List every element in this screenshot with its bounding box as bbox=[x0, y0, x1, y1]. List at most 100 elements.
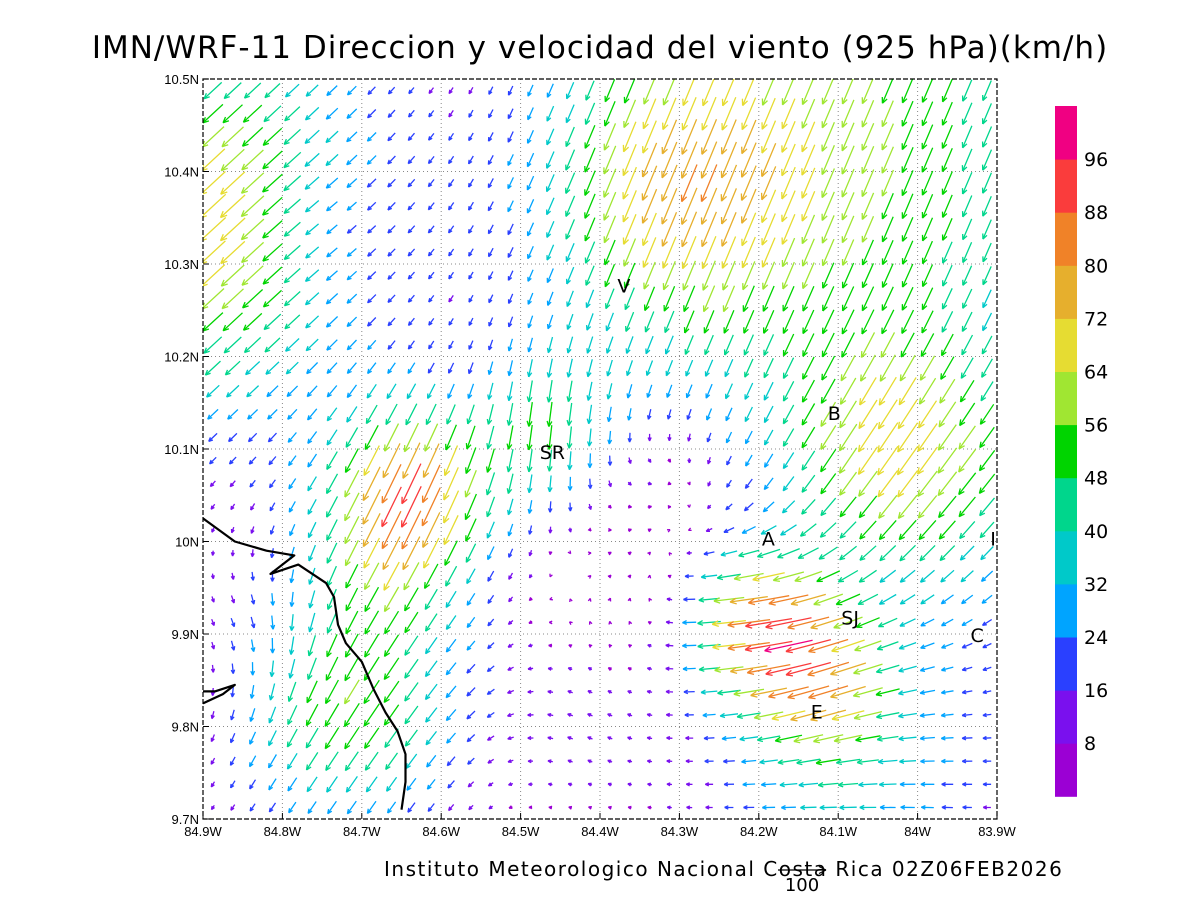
wind-vector bbox=[958, 448, 977, 473]
wind-vector bbox=[427, 362, 435, 374]
wind-vector bbox=[404, 729, 418, 747]
wind-vector bbox=[284, 314, 301, 330]
wind-vector bbox=[325, 293, 339, 305]
wind-vector bbox=[425, 403, 437, 426]
wind-vector bbox=[919, 735, 935, 741]
wind-vector bbox=[307, 635, 317, 657]
wind-vector bbox=[686, 805, 693, 810]
wind-vector bbox=[447, 780, 455, 789]
wind-vector bbox=[443, 515, 459, 546]
wind-vector bbox=[446, 404, 456, 425]
wind-vector bbox=[899, 781, 916, 787]
wind-vector bbox=[745, 454, 753, 467]
wind-vector bbox=[801, 191, 816, 222]
place-label: SJ bbox=[841, 607, 859, 629]
wind-vector bbox=[646, 384, 653, 399]
wind-vector bbox=[283, 128, 301, 146]
wind-vector bbox=[681, 97, 697, 131]
wind-vector bbox=[203, 240, 226, 264]
wind-vector bbox=[706, 408, 713, 421]
wind-vector bbox=[744, 478, 753, 489]
wind-vector bbox=[407, 271, 415, 280]
wind-vector bbox=[782, 428, 795, 447]
wind-vector bbox=[210, 503, 216, 510]
wind-vector bbox=[714, 666, 744, 673]
wind-vector bbox=[210, 711, 215, 720]
wind-vector bbox=[446, 732, 456, 744]
wind-vector bbox=[744, 406, 753, 423]
wind-vector bbox=[445, 662, 457, 676]
wind-vector bbox=[488, 339, 494, 351]
wind-vector bbox=[268, 778, 277, 791]
wind-vector bbox=[427, 248, 435, 257]
wind-vector bbox=[382, 443, 401, 479]
wind-vector bbox=[386, 383, 397, 400]
wind-vector bbox=[467, 383, 475, 400]
wind-vector bbox=[603, 145, 617, 175]
wind-vector bbox=[466, 404, 475, 425]
wind-vector bbox=[787, 685, 830, 700]
wind-vector bbox=[443, 467, 459, 501]
wind-vector bbox=[941, 311, 954, 333]
wind-vector bbox=[567, 759, 573, 764]
wind-vector bbox=[782, 452, 795, 470]
wind-vector bbox=[585, 313, 594, 331]
wind-vector bbox=[386, 801, 397, 814]
wind-vector bbox=[367, 271, 377, 281]
wind-vector bbox=[527, 107, 534, 121]
wind-vector bbox=[763, 405, 774, 424]
wind-vector bbox=[841, 262, 855, 289]
wind-vector bbox=[304, 129, 320, 145]
wind-vector bbox=[210, 804, 215, 811]
wind-vector bbox=[608, 643, 613, 648]
wind-vector bbox=[526, 402, 533, 427]
y-tick-label: 10.2N bbox=[164, 350, 199, 365]
wind-vector bbox=[507, 736, 514, 741]
wind-vector bbox=[647, 528, 652, 533]
wind-vector bbox=[527, 735, 534, 741]
wind-vector bbox=[761, 213, 776, 246]
wind-vector bbox=[859, 545, 877, 561]
x-tick-label: 84.6W bbox=[422, 824, 460, 839]
wind-vector bbox=[383, 704, 400, 726]
wind-vector bbox=[427, 803, 435, 812]
wind-vector bbox=[265, 361, 280, 375]
wind-vector bbox=[447, 362, 455, 374]
wind-vector bbox=[797, 547, 819, 559]
wind-vector bbox=[683, 689, 695, 695]
wind-vector bbox=[899, 758, 917, 765]
wind-vector bbox=[941, 194, 953, 218]
wind-vector bbox=[705, 527, 713, 532]
wind-vector bbox=[506, 425, 514, 450]
wind-vector bbox=[641, 188, 658, 224]
colorbar-segment bbox=[1055, 371, 1077, 426]
wind-vector bbox=[790, 709, 827, 722]
wind-vector bbox=[286, 385, 299, 398]
wind-vector bbox=[325, 496, 339, 518]
wind-vector bbox=[667, 434, 672, 442]
wind-vector bbox=[668, 552, 673, 556]
wind-vector bbox=[383, 586, 400, 613]
wind-vector bbox=[548, 643, 553, 648]
wind-vector bbox=[465, 425, 476, 450]
wind-vector bbox=[381, 510, 402, 550]
place-label: A bbox=[762, 529, 775, 551]
wind-vector bbox=[466, 640, 476, 651]
wind-vector bbox=[919, 712, 936, 718]
wind-vector bbox=[627, 736, 633, 741]
wind-vector bbox=[547, 666, 553, 671]
wind-vector bbox=[507, 177, 514, 190]
wind-vector bbox=[527, 84, 534, 97]
wind-vector bbox=[877, 422, 899, 453]
wind-vector bbox=[684, 335, 694, 355]
wind-vector bbox=[647, 504, 652, 509]
wind-vector bbox=[881, 79, 894, 104]
wind-vector bbox=[363, 445, 380, 477]
wind-vector bbox=[250, 594, 256, 605]
wind-vector bbox=[627, 432, 632, 443]
wind-vector bbox=[701, 118, 718, 155]
wind-vector bbox=[961, 102, 973, 126]
wind-vector bbox=[468, 132, 474, 142]
wind-vector bbox=[488, 294, 494, 304]
wind-vector bbox=[286, 752, 298, 770]
